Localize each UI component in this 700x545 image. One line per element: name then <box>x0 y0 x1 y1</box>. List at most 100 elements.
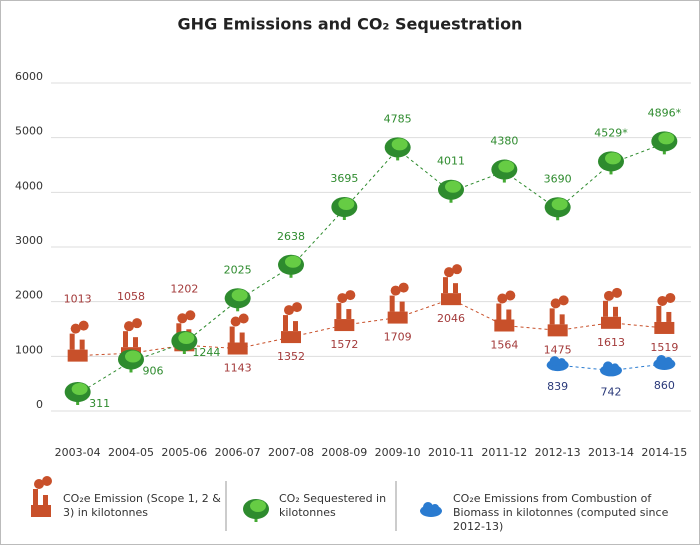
marker-tree <box>118 349 144 373</box>
marker-tree <box>331 197 358 221</box>
data-label: 4011 <box>437 155 465 168</box>
y-tick-label: 3000 <box>15 234 43 247</box>
smoke <box>78 320 89 331</box>
x-tick-label: 2013-14 <box>588 446 634 459</box>
data-label: 1202 <box>170 282 198 295</box>
smoke <box>550 298 561 309</box>
smoke <box>657 295 668 306</box>
canopy <box>658 132 675 145</box>
factory-chimney <box>283 315 288 332</box>
factory-chimney <box>239 332 245 343</box>
data-label: 3695 <box>330 172 358 185</box>
factory-chimney <box>443 277 448 294</box>
x-tick-label: 2009-10 <box>375 446 421 459</box>
marker-factory <box>494 290 516 332</box>
x-tick-label: 2005-06 <box>161 446 207 459</box>
x-tick-label: 2004-05 <box>108 446 154 459</box>
cloud-part <box>603 361 613 372</box>
y-tick-label: 0 <box>36 398 43 411</box>
x-tick-label: 2011-12 <box>481 446 527 459</box>
cloud-part <box>656 354 667 365</box>
canopy <box>391 138 408 151</box>
smoke <box>42 476 52 486</box>
factory-chimney <box>336 303 342 320</box>
marker-tree <box>171 330 198 354</box>
marker-factory <box>334 290 356 332</box>
chart-title: GHG Emissions and CO₂ Sequestration <box>178 15 523 34</box>
smoke <box>505 290 516 301</box>
smoke <box>185 310 196 321</box>
marker-tree <box>438 179 464 203</box>
factory-chimney <box>399 301 405 312</box>
marker-factory <box>281 302 302 344</box>
data-label: 1613 <box>597 336 625 349</box>
data-label: 1475 <box>544 343 572 356</box>
marker-cloud <box>546 356 569 372</box>
data-label: 906 <box>143 364 164 377</box>
factory-chimney <box>506 309 512 320</box>
cloud-part <box>664 356 673 365</box>
canopy <box>338 198 355 211</box>
factory-base <box>547 324 568 337</box>
factory-chimney <box>603 300 608 317</box>
marker-cloud <box>600 361 622 377</box>
x-tick-label: 2003-04 <box>55 446 101 459</box>
y-tick-label: 1000 <box>15 343 43 356</box>
y-tick-label: 4000 <box>15 179 43 192</box>
smoke <box>612 287 622 298</box>
factory-base <box>601 316 621 329</box>
data-label: 1013 <box>64 293 92 306</box>
marker-factory <box>227 313 249 355</box>
x-tick-label: 2010-11 <box>428 446 474 459</box>
factory-chimney <box>453 283 458 294</box>
canopy <box>250 500 266 512</box>
smoke <box>604 290 614 301</box>
factory-chimney <box>69 333 75 350</box>
marker-tree <box>224 288 251 312</box>
factory-base <box>387 311 408 324</box>
cloud-part <box>423 502 433 512</box>
factory-chimney <box>549 308 555 325</box>
factory-base <box>31 505 51 517</box>
cloud-part <box>557 358 566 367</box>
factory-chimney <box>33 489 38 505</box>
factory-chimney <box>389 295 395 312</box>
smoke <box>132 318 142 329</box>
data-label: 839 <box>547 380 568 393</box>
x-tick-label: 2014-15 <box>641 446 687 459</box>
factory-chimney <box>123 331 128 348</box>
canopy <box>125 350 141 363</box>
data-label: 1519 <box>650 341 678 354</box>
marker-cloud <box>653 354 676 370</box>
marker-factory <box>67 320 89 362</box>
factory-chimney <box>346 309 352 320</box>
data-label: 860 <box>654 379 675 392</box>
marker-factory <box>547 295 569 337</box>
legend-label: CO₂ Sequestered in kilotonnes <box>279 492 387 519</box>
smoke <box>345 290 356 301</box>
legend-label: CO₂e Emission (Scope 1, 2 & 3) in kiloto… <box>63 492 221 519</box>
cloud-part <box>431 504 439 512</box>
factory-base <box>654 321 675 334</box>
y-tick-label: 2000 <box>15 289 43 302</box>
smoke <box>444 267 454 278</box>
smoke <box>337 293 348 304</box>
cloud-part <box>549 356 560 367</box>
y-tick-label: 6000 <box>15 70 43 83</box>
marker-tree <box>651 131 678 155</box>
smoke <box>665 292 676 303</box>
factory-chimney <box>293 321 298 332</box>
data-label: 1244 <box>192 346 220 359</box>
smoke <box>497 293 508 304</box>
factory-chimney <box>79 339 85 350</box>
data-label: 2638 <box>277 230 305 243</box>
canopy <box>231 289 248 302</box>
data-label: 311 <box>89 397 110 410</box>
data-label: 2046 <box>437 312 465 325</box>
y-tick-label: 5000 <box>15 125 43 138</box>
x-tick-label: 2007-08 <box>268 446 314 459</box>
smoke <box>124 321 134 332</box>
marker-tree <box>491 159 518 183</box>
marker-factory <box>387 282 409 324</box>
